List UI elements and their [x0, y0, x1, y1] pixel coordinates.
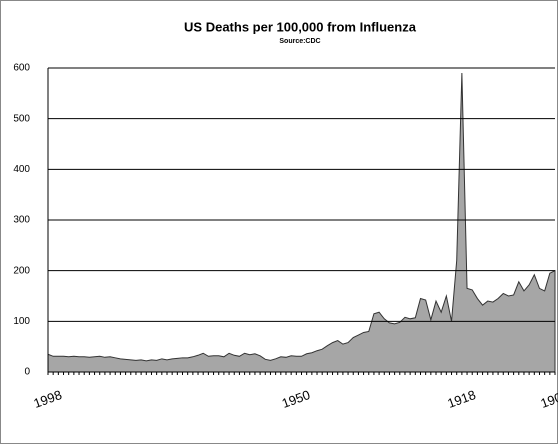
chart-title: US Deaths per 100,000 from Influenza [184, 19, 417, 34]
y-tick-label: 500 [13, 113, 30, 124]
y-tick-label: 0 [24, 367, 30, 378]
y-tick-label: 400 [13, 164, 30, 175]
y-tick-label: 100 [13, 316, 30, 327]
area [47, 73, 556, 373]
chart-subtitle: Source:CDC [279, 38, 320, 45]
y-tick-label: 300 [13, 215, 30, 226]
y-tick-label: 600 [13, 63, 30, 74]
y-tick-label: 200 [13, 265, 30, 276]
